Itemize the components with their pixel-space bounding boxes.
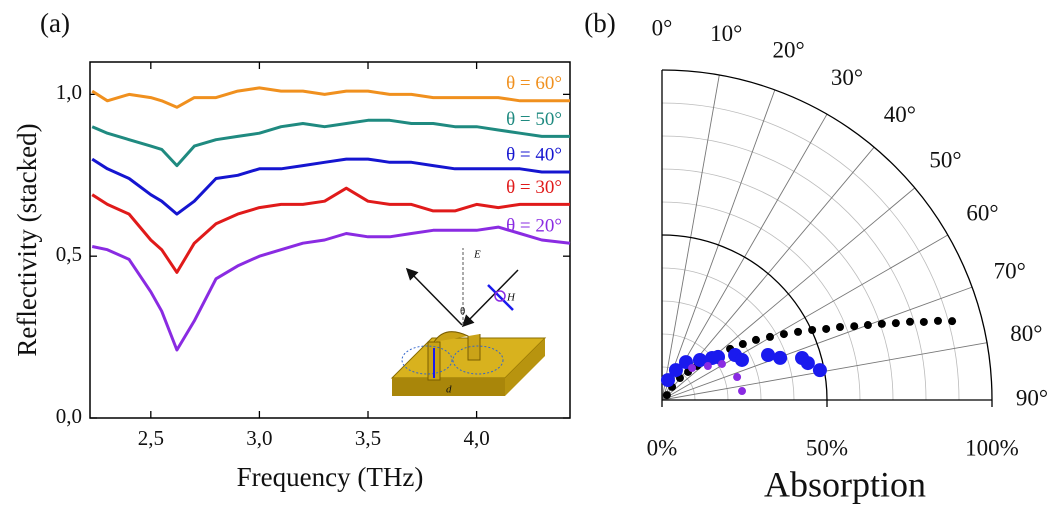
data-point	[794, 327, 803, 336]
inset-label: d	[446, 384, 452, 396]
angle-tick-label: 10°	[710, 21, 742, 46]
y-tick-label: 0,5	[56, 242, 82, 266]
series-label: θ = 30°	[506, 177, 562, 198]
x-axis-label: Frequency (THz)	[237, 462, 424, 492]
angle-tick-label: 90°	[1016, 385, 1048, 410]
data-point	[891, 319, 900, 328]
angle-tick-label: 0°	[652, 15, 673, 40]
angle-tick-label: 80°	[1010, 321, 1042, 346]
r-tick-label: 100%	[965, 435, 1019, 460]
inset-label: θ	[460, 306, 465, 318]
data-point	[800, 356, 815, 371]
x-tick-label: 4,0	[463, 426, 489, 450]
data-point	[877, 319, 886, 328]
series-label: θ = 60°	[506, 73, 562, 94]
series-label: θ = 20°	[506, 216, 562, 237]
series-label: θ = 40°	[506, 144, 562, 165]
grid-arc	[661, 69, 993, 401]
angle-tick-label: 40°	[884, 102, 916, 127]
data-point	[733, 373, 742, 382]
data-point	[761, 347, 776, 362]
data-line	[91, 118, 570, 168]
grid-arc	[661, 102, 960, 401]
data-point	[933, 316, 942, 325]
panel-label: (a)	[40, 8, 70, 38]
r-tick-label: 50%	[806, 435, 848, 460]
data-point	[734, 352, 749, 367]
x-tick-label: 2,5	[138, 426, 164, 450]
angle-tick-label: 60°	[966, 200, 998, 225]
data-point	[738, 340, 747, 349]
r-tick-label: 0%	[647, 435, 678, 460]
data-point	[688, 364, 697, 373]
data-point	[906, 317, 915, 326]
x-axis-label: Absorption	[764, 464, 926, 504]
data-point	[668, 363, 683, 378]
x-tick-label: 3,0	[246, 426, 272, 450]
inset-label: E	[473, 249, 481, 261]
data-point	[703, 362, 712, 371]
data-line	[91, 186, 570, 274]
inset-diagram: θ E H d	[390, 248, 547, 396]
data-point	[662, 391, 671, 400]
panel-label: (b)	[584, 8, 615, 38]
grid-arc	[661, 300, 762, 401]
y-axis-label: Reflectivity (stacked)	[12, 123, 42, 356]
grid-arc	[661, 267, 795, 401]
y-tick-label: 0,0	[56, 404, 82, 428]
data-line	[91, 157, 570, 216]
data-point	[692, 353, 707, 368]
angle-tick-label: 20°	[772, 38, 804, 63]
series-label: θ = 50°	[506, 109, 562, 130]
grid-arc	[661, 201, 861, 401]
data-line	[91, 86, 570, 109]
data-point	[863, 321, 872, 330]
data-point	[822, 324, 831, 333]
angle-tick-label: 50°	[929, 147, 961, 172]
grid-arc	[661, 168, 894, 401]
angle-tick-label: 70°	[994, 259, 1026, 284]
angle-tick-label: 30°	[831, 65, 863, 90]
plot-frame	[89, 61, 571, 419]
y-tick-label: 1,0	[56, 80, 82, 104]
inset-label: H	[506, 292, 516, 304]
data-point	[812, 363, 827, 378]
data-point	[765, 332, 774, 341]
grid-arc	[661, 135, 927, 401]
data-point	[836, 322, 845, 331]
data-point	[751, 335, 760, 344]
data-point	[738, 387, 747, 396]
data-line	[91, 225, 571, 352]
data-point	[660, 373, 675, 388]
data-point	[850, 322, 859, 331]
data-point	[808, 325, 817, 334]
data-point	[773, 350, 788, 365]
data-point	[717, 359, 726, 368]
data-point	[919, 317, 928, 326]
x-tick-label: 3,5	[355, 426, 381, 450]
data-point	[948, 317, 957, 326]
data-point	[779, 330, 788, 339]
